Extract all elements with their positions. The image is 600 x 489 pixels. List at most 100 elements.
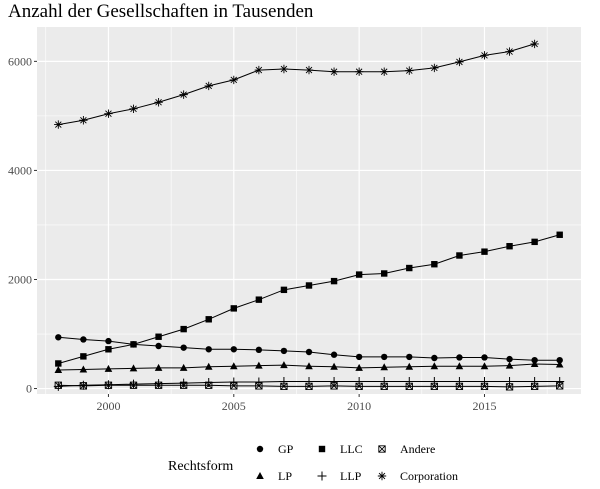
data-point-llc [55, 360, 62, 367]
data-point-corporation [505, 47, 514, 56]
legend-marker-llp [317, 471, 327, 481]
series-lp [54, 360, 564, 374]
data-point-llc [556, 231, 563, 238]
data-point-lp [204, 362, 213, 370]
data-point-corporation [179, 90, 188, 99]
data-point-llp [154, 379, 164, 389]
data-point-gp [305, 348, 313, 356]
data-point-llc [230, 305, 237, 312]
data-point-lp [54, 366, 63, 374]
series-llp [53, 376, 565, 391]
legend-marker-corporation [377, 471, 387, 481]
data-point-llc [406, 264, 413, 272]
data-point-lp [229, 362, 238, 370]
data-point-corporation [154, 98, 163, 107]
data-point-gp [330, 351, 338, 358]
x-tick-label: 2005 [222, 399, 246, 413]
data-point-llp [404, 376, 414, 386]
data-point-andere [405, 382, 413, 391]
legend-marker-gp [256, 445, 264, 453]
data-point-gp [80, 336, 87, 343]
data-point-llc [355, 271, 363, 278]
data-point-llc [130, 341, 137, 348]
series-line-corporation [58, 43, 535, 126]
data-point-andere [530, 382, 539, 391]
data-point-llp [204, 378, 214, 388]
data-point-andere [305, 382, 313, 391]
data-point-lp [154, 363, 163, 371]
legend-label-gp: GP [278, 442, 294, 456]
data-point-lp [129, 364, 138, 372]
data-point-llc [506, 243, 513, 250]
data-point-lp [305, 362, 313, 370]
legend-label-corporation: Corporation [400, 469, 458, 483]
data-point-lp [179, 363, 188, 371]
data-point-andere [455, 382, 464, 391]
minor-gridlines [37, 27, 581, 394]
data-point-andere [280, 382, 288, 391]
data-point-corporation [229, 75, 238, 85]
data-point-lp [555, 360, 564, 368]
data-point-corporation [405, 66, 414, 75]
data-point-lp [530, 360, 539, 368]
data-point-lp [104, 364, 113, 372]
data-point-llp [254, 377, 264, 387]
data-point-gp [506, 355, 513, 363]
data-point-lp [355, 363, 363, 371]
data-point-corporation [254, 65, 264, 75]
legend: Rechtsform GP LLC Andere LP LLP Corporation [168, 437, 458, 488]
data-point-corporation [79, 116, 88, 125]
legend-marker-lp [256, 472, 264, 479]
y-tick-label: 0 [26, 382, 32, 396]
plot-panel [37, 27, 581, 394]
data-point-corporation [129, 104, 138, 113]
data-point-llp [479, 376, 489, 386]
data-point-gp [230, 346, 237, 353]
data-point-corporation [455, 57, 464, 67]
data-point-corporation [54, 120, 63, 129]
data-point-llc [481, 248, 488, 255]
legend-item-llc: LLC [310, 437, 363, 461]
data-point-corporation [279, 64, 289, 74]
data-point-gp [456, 354, 463, 361]
data-point-corporation [329, 67, 339, 76]
data-point-andere [355, 382, 363, 391]
data-point-llc [105, 346, 112, 353]
data-point-llp [279, 376, 289, 386]
data-point-llc [155, 333, 162, 340]
y-tick-label: 6000 [8, 54, 32, 68]
data-point-llc [280, 286, 288, 294]
data-point-llp [530, 376, 540, 386]
series-corporation [54, 39, 539, 129]
data-point-llc [180, 325, 187, 333]
data-point-gp [55, 334, 62, 341]
axes: 2000 2005 2010 2015 0 2000 4000 6000 [8, 54, 496, 413]
data-point-llp [354, 376, 364, 386]
legend-title: Rechtsform [168, 459, 233, 474]
data-point-corporation [530, 39, 539, 49]
data-point-gp [255, 346, 263, 354]
data-point-lp [330, 362, 338, 370]
data-point-corporation [304, 65, 314, 75]
data-point-gp [355, 353, 363, 361]
data-point-lp [255, 361, 263, 369]
x-tick-label: 2010 [347, 399, 371, 413]
data-point-corporation [380, 67, 389, 76]
x-tick-label: 2015 [472, 399, 496, 413]
data-point-lp [280, 361, 288, 369]
x-tick-label: 2000 [96, 399, 120, 413]
data-point-llc [205, 316, 212, 323]
data-point-llp [129, 379, 139, 389]
data-point-llc [431, 261, 438, 268]
legend-item-corporation: Corporation [370, 464, 458, 488]
data-point-corporation [204, 81, 213, 91]
data-point-llc [255, 296, 263, 303]
data-point-corporation [480, 51, 489, 60]
data-point-gp [205, 346, 212, 353]
data-point-gp [381, 353, 388, 361]
data-point-lp [480, 362, 489, 370]
data-point-gp [431, 354, 438, 362]
data-point-llp [304, 376, 314, 386]
data-point-corporation [104, 109, 113, 118]
legend-item-andere: Andere [370, 437, 435, 461]
